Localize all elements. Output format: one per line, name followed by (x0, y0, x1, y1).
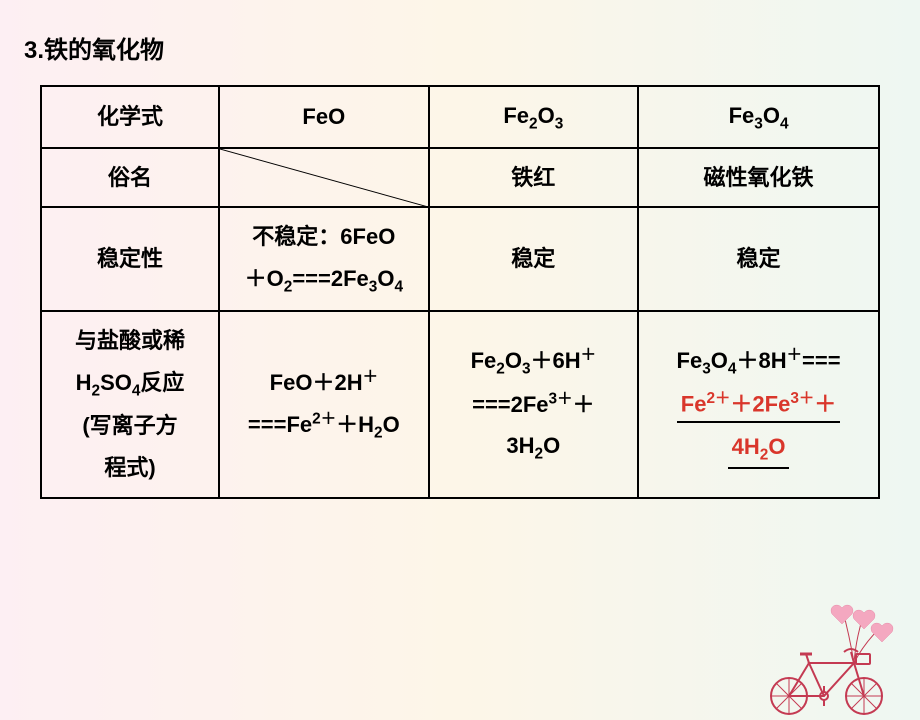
table-row: 稳定性 不稳定：6FeO＋O2===2Fe3O4 稳定 稳定 (41, 207, 879, 310)
table-row: 与盐酸或稀H2SO4反应(写离子方程式) FeO＋2H＋===Fe2＋＋H2O … (41, 311, 879, 498)
cell-nickname-fe3o4: 磁性氧化铁 (638, 148, 879, 208)
cell-stability-label: 稳定性 (41, 207, 219, 310)
cell-nickname-fe2o3: 铁红 (429, 148, 639, 208)
iron-oxides-table: 化学式 FeO Fe2O3 Fe3O4 俗名 铁红 磁性氧化铁 稳定性 不稳定：… (40, 85, 880, 499)
diagonal-line-icon (220, 149, 428, 207)
cell-stability-feo: 不稳定：6FeO＋O2===2Fe3O4 (219, 207, 429, 310)
table-row: 俗名 铁红 磁性氧化铁 (41, 148, 879, 208)
cell-stability-fe3o4: 稳定 (638, 207, 879, 310)
cell-reaction-feo: FeO＋2H＋===Fe2＋＋H2O (219, 311, 429, 498)
table-row: 化学式 FeO Fe2O3 Fe3O4 (41, 86, 879, 148)
cell-reaction-label: 与盐酸或稀H2SO4反应(写离子方程式) (41, 311, 219, 498)
answer-line1: Fe2＋＋2Fe3＋＋ (677, 389, 841, 423)
section-heading: 3.铁的氧化物 (24, 30, 920, 65)
cell-nickname-feo-diagonal (219, 148, 429, 208)
cell-formula-fe3o4: Fe3O4 (638, 86, 879, 148)
cell-nickname-label: 俗名 (41, 148, 219, 208)
cell-formula-label: 化学式 (41, 86, 219, 148)
cell-stability-fe2o3: 稳定 (429, 207, 639, 310)
cell-reaction-fe3o4: Fe3O4＋8H＋=== Fe2＋＋2Fe3＋＋ 4H2O (638, 311, 879, 498)
cell-formula-feo: FeO (219, 86, 429, 148)
cell-reaction-fe2o3: Fe2O3＋6H＋===2Fe3＋＋3H2O (429, 311, 639, 498)
answer-line2: 4H2O (728, 433, 790, 469)
bicycle-balloons-icon (734, 588, 914, 718)
cell-formula-fe2o3: Fe2O3 (429, 86, 639, 148)
